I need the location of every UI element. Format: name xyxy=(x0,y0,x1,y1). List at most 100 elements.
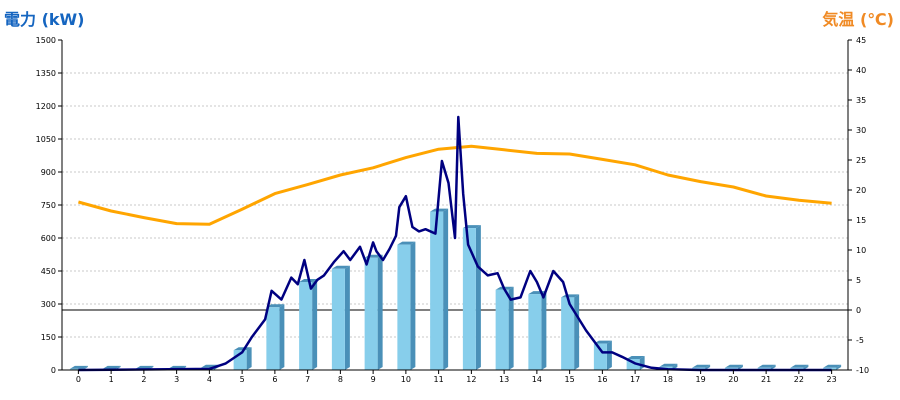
power-bar-side xyxy=(312,279,318,370)
power-bar-top xyxy=(69,365,88,369)
temperature-line xyxy=(78,144,832,226)
right-axis-ticks: -10 -5 0 5 10 15 20 25 30 35 40 45 xyxy=(848,36,869,375)
x-tick-label: 17 xyxy=(630,375,640,384)
x-axis-ticks: 0 1 2 3 4 5 6 7 8 9 10 11 12 13 14 15 16 17 18 19 20 21 22 23 xyxy=(76,370,837,384)
x-tick-label: 3 xyxy=(174,375,179,384)
power-bar-side xyxy=(803,364,809,370)
power-bar xyxy=(462,225,481,370)
power-bar-front xyxy=(430,211,444,370)
right-tick-label: 30 xyxy=(856,126,866,135)
right-axis-title: 気温 (℃) xyxy=(822,10,894,29)
power-bar-front xyxy=(69,368,83,370)
power-bar-front xyxy=(462,228,476,370)
x-tick-label: 23 xyxy=(827,375,837,384)
power-bar-front xyxy=(528,294,542,370)
left-tick-label: 600 xyxy=(41,234,56,243)
x-tick-label: 5 xyxy=(240,375,245,384)
power-bar-top xyxy=(790,364,809,368)
x-tick-label: 16 xyxy=(597,375,607,384)
x-tick-label: 20 xyxy=(728,375,738,384)
x-tick-label: 11 xyxy=(434,375,444,384)
power-bar-front xyxy=(331,268,345,370)
power-bar-top xyxy=(266,304,285,308)
right-tick-label: 0 xyxy=(856,306,861,315)
power-bar-top xyxy=(593,340,612,344)
x-tick-label: 14 xyxy=(532,375,542,384)
power-bar-side xyxy=(377,254,383,370)
x-tick-label: 4 xyxy=(207,375,212,384)
power-bar-top xyxy=(331,265,350,269)
x-tick-label: 19 xyxy=(696,375,706,384)
right-tick-label: 35 xyxy=(856,96,866,105)
x-tick-label: 2 xyxy=(141,375,146,384)
power-bar-side xyxy=(574,294,580,370)
right-tick-label: 15 xyxy=(856,216,866,225)
power-bar-top xyxy=(430,208,449,212)
power-bar-top xyxy=(233,347,252,351)
power-bar xyxy=(299,279,318,370)
power-bar-side xyxy=(606,340,612,370)
power-bar-top xyxy=(626,356,645,359)
x-tick-label: 0 xyxy=(76,375,81,384)
left-tick-label: 1050 xyxy=(36,135,56,144)
lines xyxy=(78,115,832,372)
power-bar-front xyxy=(561,297,575,370)
power-bar-top xyxy=(823,364,842,368)
right-tick-label: 10 xyxy=(856,246,866,255)
left-tick-label: 1200 xyxy=(36,102,56,111)
left-tick-label: 300 xyxy=(41,300,56,309)
power-bar-side xyxy=(443,208,449,370)
power-bar-side xyxy=(836,364,842,370)
power-bar-top xyxy=(724,364,743,368)
power-bar-top xyxy=(659,363,678,367)
power-bar-front xyxy=(364,257,378,370)
left-axis-title: 電力 (kW) xyxy=(4,10,85,29)
right-tick-label: 20 xyxy=(856,186,866,195)
power-bar xyxy=(430,208,449,370)
power-bar xyxy=(397,241,416,370)
power-bars xyxy=(69,208,842,370)
power-bar-top xyxy=(757,364,776,368)
power-bar xyxy=(266,304,285,370)
axes xyxy=(61,40,849,371)
right-tick-label: 25 xyxy=(856,156,866,165)
power-bar-front xyxy=(266,307,280,370)
power-bar-side xyxy=(279,304,285,370)
power-bar-side xyxy=(410,241,416,370)
left-axis-ticks: 0 150 300 450 600 750 900 1050 1200 1350 1500 xyxy=(36,36,62,375)
x-tick-label: 18 xyxy=(663,375,673,384)
power-bar xyxy=(593,340,612,370)
x-tick-label: 7 xyxy=(305,375,310,384)
power-bar xyxy=(364,254,383,370)
power-bar xyxy=(331,265,350,370)
x-tick-label: 21 xyxy=(761,375,771,384)
left-tick-label: 0 xyxy=(51,366,56,375)
power-bar-front xyxy=(495,289,509,370)
power-bar-side xyxy=(475,225,481,370)
x-tick-label: 12 xyxy=(466,375,476,384)
power-bar-top xyxy=(692,364,711,368)
power-bar-top xyxy=(135,365,154,369)
power-bar-front xyxy=(626,359,640,370)
left-tick-label: 1350 xyxy=(36,69,56,78)
x-tick-label: 13 xyxy=(499,375,509,384)
x-tick-label: 6 xyxy=(272,375,277,384)
x-tick-label: 10 xyxy=(401,375,411,384)
power-bar-side xyxy=(344,265,350,370)
right-tick-label: -5 xyxy=(856,336,864,345)
x-tick-label: 22 xyxy=(794,375,804,384)
x-tick-label: 9 xyxy=(371,375,376,384)
power-bar-top xyxy=(561,294,580,298)
right-tick-label: 5 xyxy=(856,276,861,285)
power-bar-side xyxy=(737,364,743,370)
power-bar-side xyxy=(541,291,547,370)
right-tick-label: 45 xyxy=(856,36,866,45)
right-tick-label: -10 xyxy=(856,366,869,375)
right-tick-label: 40 xyxy=(856,66,866,75)
left-tick-label: 900 xyxy=(41,168,56,177)
x-tick-label: 15 xyxy=(565,375,575,384)
power-bar-front xyxy=(397,244,411,370)
left-tick-label: 1500 xyxy=(36,36,56,45)
power-bar-top xyxy=(397,241,416,245)
